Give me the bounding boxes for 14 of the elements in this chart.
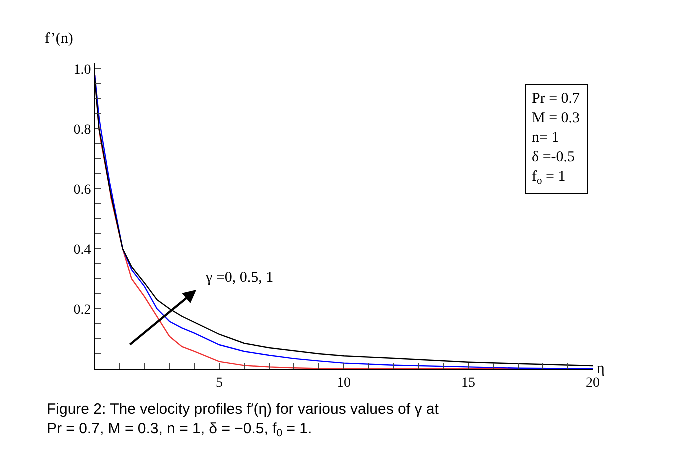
annotation: Pr = 0.7 M = 0.3 n= 1 δ =-0.5 f$_{o}$ = 1 [532, 91, 581, 188]
x-tick-label: 5 [216, 376, 223, 391]
y-tick-label: 0.2 [74, 302, 92, 318]
x-tick-label: 15 [462, 376, 476, 391]
x-axis-title: η [597, 361, 605, 377]
y-tick-label: 1.0 [74, 62, 92, 78]
y-tick-label: 0.4 [74, 242, 92, 258]
x-tick-label: 10 [337, 376, 351, 391]
x-tick-label: 20 [586, 376, 600, 391]
y-tick-label: 0.6 [74, 182, 92, 198]
annotation: γ =0, 0.5, 1 [205, 270, 274, 286]
caption: Figure 2: The velocity profiles f′(η) for various values of γ at Pr = 0.7, M = 0.3, n = 1, δ = −0.5, f$_{0}$ = 1. [47, 401, 440, 440]
y-tick-label: 0.8 [74, 122, 92, 138]
y-axis-title: f’(n) [45, 31, 74, 47]
